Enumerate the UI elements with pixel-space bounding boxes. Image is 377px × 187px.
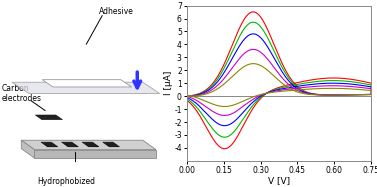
Polygon shape bbox=[12, 82, 160, 94]
Polygon shape bbox=[86, 144, 98, 147]
Y-axis label: I [μA]: I [μA] bbox=[164, 71, 173, 95]
Polygon shape bbox=[35, 115, 63, 120]
Text: Carbon
electrodes: Carbon electrodes bbox=[2, 84, 42, 103]
Polygon shape bbox=[106, 144, 118, 147]
Text: Adhesive: Adhesive bbox=[99, 7, 134, 16]
Polygon shape bbox=[65, 144, 77, 147]
Polygon shape bbox=[61, 142, 78, 147]
Polygon shape bbox=[42, 80, 132, 87]
Polygon shape bbox=[34, 150, 156, 158]
Polygon shape bbox=[21, 140, 156, 150]
Text: Hydrophobized
paper: Hydrophobized paper bbox=[37, 177, 95, 187]
Polygon shape bbox=[82, 142, 99, 147]
Polygon shape bbox=[103, 142, 120, 147]
Polygon shape bbox=[44, 144, 57, 147]
Polygon shape bbox=[41, 142, 58, 147]
X-axis label: V [V]: V [V] bbox=[268, 176, 290, 185]
Polygon shape bbox=[21, 140, 34, 158]
